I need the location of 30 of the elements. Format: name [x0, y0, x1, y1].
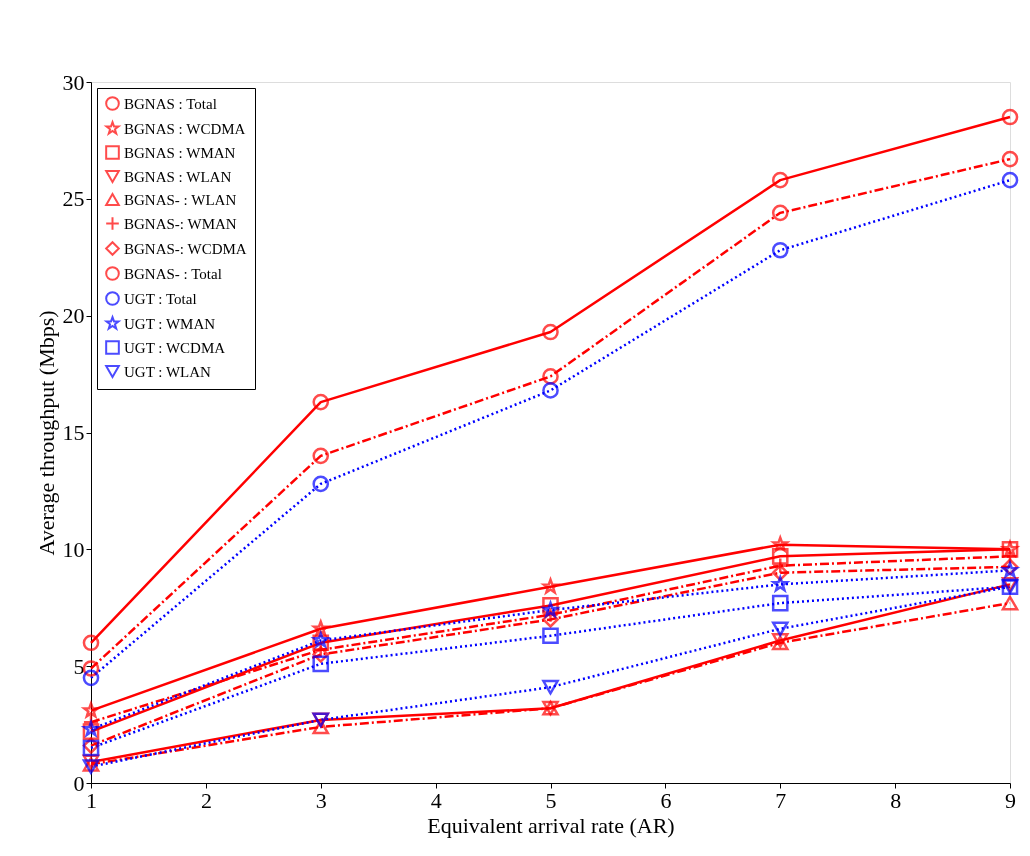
x-tick-label: 8 — [890, 787, 902, 813]
y-tick-label: 0 — [73, 770, 85, 796]
x-tick-label: 3 — [315, 787, 327, 813]
y-tick-label: 15 — [62, 420, 85, 445]
legend-label: UGT : Total — [124, 290, 197, 307]
x-tick-label: 2 — [200, 787, 212, 813]
legend-label: UGT : WLAN — [124, 363, 212, 380]
y-tick-label: 10 — [62, 536, 85, 562]
y-tick-label: 25 — [62, 186, 85, 212]
x-axis-title: Equivalent arrival rate (AR) — [427, 812, 675, 838]
x-tick-label: 9 — [1005, 787, 1016, 813]
x-tick-label: 1 — [86, 787, 97, 813]
legend-label: UGT : WCDMA — [124, 339, 226, 356]
legend-label: BGNAS : WLAN — [124, 168, 232, 185]
y-tick-label: 20 — [62, 303, 85, 329]
x-tick-label: 4 — [430, 787, 442, 813]
x-tick-label: 6 — [660, 787, 672, 813]
x-tick-label: 5 — [545, 787, 557, 813]
y-tick-label: 30 — [62, 69, 85, 95]
legend-label: BGNAS : WCDMA — [124, 120, 246, 137]
legend-label: BGNAS : WMAN — [124, 144, 236, 161]
y-tick-label: 5 — [73, 653, 85, 679]
legend-label: UGT : WMAN — [124, 315, 216, 332]
legend-label: BGNAS- : WLAN — [124, 191, 237, 208]
legend-label: BGNAS-: WMAN — [124, 215, 237, 232]
legend-label: BGNAS- : Total — [124, 265, 222, 282]
legend-label: BGNAS : Total — [124, 95, 217, 112]
legend-label: BGNAS-: WCDMA — [124, 240, 247, 257]
y-axis-title: Average throughput (Mbps) — [33, 310, 59, 556]
x-tick-label: 7 — [775, 787, 787, 813]
